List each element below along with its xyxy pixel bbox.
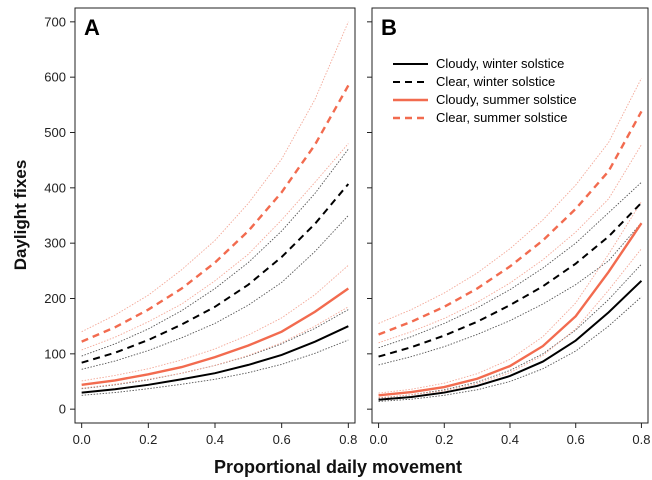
panel-b-x-ticks: 0.0 0.2 0.4 0.6 0.8 (370, 423, 650, 447)
panel-b-cloudy-winter-solstice-ci-low-line (378, 296, 642, 402)
panel-a-cloudy-summer-solstice-line (81, 287, 350, 387)
y-tick-label-600: 600 (44, 70, 66, 85)
panel-a-x-tick-label-0.4: 0.4 (206, 432, 224, 447)
panel-a-cloudy-winter-solstice-ci-low-line (81, 339, 349, 396)
panel-a-label: A (84, 15, 100, 40)
panel-a-cloudy-summer-solstice-ci-low-line (81, 306, 349, 389)
panel-a-x-tick-label-0.6: 0.6 (273, 432, 291, 447)
panel-b-cloudy-summer-solstice-ci-high-line (378, 201, 642, 394)
panel-b-cloudy-winter-solstice-line (378, 280, 643, 401)
panel-b-y-ticks (367, 21, 372, 410)
panel-a-x-tick-label-0.0: 0.0 (73, 432, 91, 447)
panel-b-x-tick-label-0.8: 0.8 (632, 432, 650, 447)
panel-a-clear-winter-solstice-ci-low-line (81, 215, 349, 370)
panel-a-clear-winter-solstice-ci-high-line (81, 148, 349, 357)
panel-b-x-tick-label-0.4: 0.4 (501, 432, 519, 447)
legend-label-cloudy-summer: Cloudy, summer solstice (436, 92, 577, 107)
legend-label-clear-winter: Clear, winter solstice (436, 74, 555, 89)
panel-b-clear-winter-solstice-ci-high-line (378, 181, 642, 349)
panel-b: B 0.0 0.2 0.4 0.6 0.8 (367, 7, 650, 447)
panel-a-x-ticks: 0.0 0.2 0.4 0.6 0.8 (73, 423, 357, 447)
panel-b-clear-winter-solstice-ci-low-line (378, 222, 642, 366)
y-tick-label-500: 500 (44, 125, 66, 140)
y-tick-label-200: 200 (44, 291, 66, 306)
y-tick-label-400: 400 (44, 180, 66, 195)
panel-b-cloudy-summer-solstice-line (378, 222, 643, 397)
panel-a-clear-summer-solstice-ci-low-line (81, 143, 349, 351)
panel-a: A 0 100 200 300 400 500 600 700 0.0 0.2 0.4 0.6 0.8 (44, 7, 357, 447)
legend: Cloudy, winter solstice Clear, winter so… (393, 56, 577, 125)
y-tick-label-100: 100 (44, 346, 66, 361)
panel-b-marks (378, 78, 643, 402)
panel-a-clear-winter-solstice-line (81, 183, 350, 364)
y-tick-label-0: 0 (59, 402, 66, 417)
panel-b-x-tick-label-0.2: 0.2 (435, 432, 453, 447)
panel-b-x-tick-label-0.6: 0.6 (567, 432, 585, 447)
panel-a-x-tick-label-0.2: 0.2 (139, 432, 157, 447)
panel-a-y-ticks: 0 100 200 300 400 500 600 700 (44, 14, 75, 417)
panel-b-x-tick-label-0.0: 0.0 (370, 432, 388, 447)
panel-b-clear-summer-solstice-line (378, 110, 643, 336)
panel-b-clear-summer-solstice-ci-low-line (378, 144, 642, 344)
panel-a-clear-summer-solstice-ci-high-line (81, 21, 349, 333)
panel-a-marks (81, 21, 350, 396)
panel-a-x-tick-label-0.8: 0.8 (339, 432, 357, 447)
x-axis-title: Proportional daily movement (214, 457, 462, 477)
panel-b-cloudy-winter-solstice-ci-high-line (378, 263, 642, 399)
y-tick-label-300: 300 (44, 236, 66, 251)
panel-a-cloudy-summer-solstice-ci-high-line (81, 264, 349, 382)
panel-b-label: B (381, 15, 397, 40)
y-tick-label-700: 700 (44, 14, 66, 29)
y-axis-title: Daylight fixes (11, 160, 30, 271)
legend-label-cloudy-winter: Cloudy, winter solstice (436, 56, 564, 71)
legend-label-clear-summer: Clear, summer solstice (436, 110, 567, 125)
panel-a-cloudy-winter-solstice-line (81, 325, 349, 394)
panel-b-clear-summer-solstice-ci-high-line (378, 78, 642, 324)
panel-a-clear-summer-solstice-line (81, 84, 350, 343)
